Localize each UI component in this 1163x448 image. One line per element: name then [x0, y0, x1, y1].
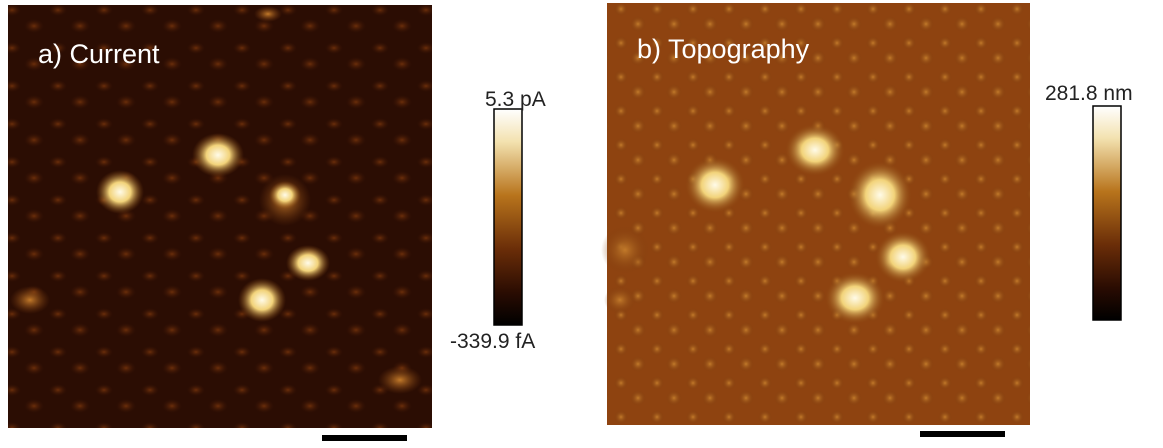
panel-b: b) Topography 281.8 nm	[601, 3, 1133, 437]
colorbar-max: 5.3 pA	[485, 88, 546, 111]
topography-image	[607, 3, 1030, 425]
scale-bar	[920, 431, 1005, 437]
panel-a: a) Current 5.3 pA -339.9 fA	[8, 5, 546, 441]
panel-label: a) Current	[38, 39, 160, 69]
colorbar-min: -339.9 fA	[450, 330, 535, 353]
scale-bar	[322, 435, 407, 441]
colorbar	[494, 109, 522, 325]
colorbar	[1093, 106, 1121, 320]
panel-label: b) Topography	[637, 34, 810, 64]
figure: a) Current 5.3 pA -339.9 fA b) Topograph…	[0, 0, 1163, 448]
colorbar-max: 281.8 nm	[1045, 82, 1133, 105]
